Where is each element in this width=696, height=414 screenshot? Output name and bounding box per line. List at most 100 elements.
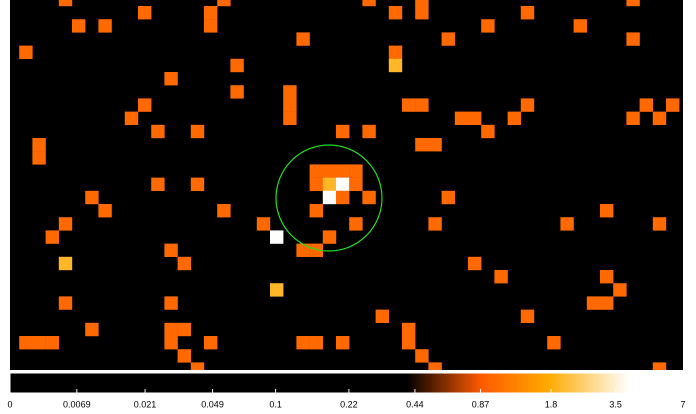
pixel [560, 217, 574, 231]
colorbar-tick-label: 0.22 [340, 399, 358, 409]
pixel [336, 336, 350, 350]
pixel [415, 98, 429, 112]
pixel [45, 336, 59, 350]
pixel [217, 0, 231, 7]
pixel [362, 0, 376, 7]
pixel [375, 309, 389, 323]
pixel [349, 217, 363, 231]
pixel [164, 296, 178, 310]
pixel [322, 190, 337, 205]
pixel [652, 217, 667, 231]
pixel [547, 336, 561, 350]
colorbar [9, 372, 684, 394]
pixel [19, 45, 33, 59]
pixel [217, 204, 231, 218]
pixel [32, 138, 46, 152]
pixel [402, 336, 416, 350]
pixel [98, 19, 112, 33]
pixel [283, 98, 297, 112]
pixel [296, 336, 310, 350]
pixel [190, 362, 205, 370]
pixel [415, 138, 429, 152]
region-circle[interactable] [275, 144, 383, 252]
colorbar-tick-label: 0.44 [406, 399, 424, 409]
pixel [468, 111, 482, 125]
pixel [507, 111, 521, 125]
pixel [336, 177, 350, 191]
colorbar-tick-label: 0.049 [201, 399, 224, 409]
colorbar-tick-label: 1.8 [545, 399, 558, 409]
pixel [283, 85, 297, 99]
pixel [283, 111, 297, 125]
pixel [626, 0, 640, 7]
pixel [270, 230, 284, 244]
pixel [98, 204, 112, 218]
pixel [58, 217, 73, 231]
pixel [309, 204, 323, 218]
pixel [296, 243, 310, 257]
pixel [626, 111, 640, 125]
pixel [124, 111, 139, 125]
pixel [32, 151, 46, 165]
pixel [362, 124, 376, 139]
pixel [270, 283, 284, 297]
pixel [652, 111, 667, 125]
pixel [428, 362, 442, 370]
pixel [32, 336, 46, 350]
pixel [164, 243, 178, 257]
pixel [58, 0, 73, 7]
colorbar-tick-label: 0.021 [134, 399, 157, 409]
pixel [349, 177, 363, 191]
pixel [626, 32, 640, 46]
pixel [388, 58, 403, 73]
pixel [164, 322, 178, 337]
colorbar-tick-label: 7 [680, 399, 685, 409]
pixel [652, 362, 667, 370]
pixel [481, 124, 495, 139]
pixel [19, 336, 33, 350]
pixel [164, 72, 178, 86]
pixel [296, 32, 310, 46]
pixel [428, 217, 442, 231]
pixel [402, 98, 416, 112]
pixel [190, 124, 205, 139]
pixel [72, 19, 86, 33]
pixel [336, 190, 350, 205]
colorbar-tick-label: 0.87 [472, 399, 490, 409]
pixel [520, 6, 535, 20]
pixel [362, 190, 376, 205]
pixel [388, 6, 403, 20]
colorbar-tick-label: 0.0069 [63, 399, 91, 409]
pixel [415, 6, 429, 20]
pixel [600, 270, 614, 284]
pixel [586, 296, 601, 310]
pixel [428, 138, 442, 152]
colorbar-tick-label: 3.5 [609, 399, 622, 409]
pixel [481, 19, 495, 33]
pixel [58, 296, 73, 310]
pixel [309, 336, 323, 350]
pixel [151, 124, 165, 139]
pixel [45, 230, 59, 244]
pixel [613, 283, 627, 297]
pixel [309, 177, 323, 191]
pixel [138, 6, 152, 20]
pixel [177, 349, 191, 363]
pixel [85, 322, 99, 337]
pixel [164, 336, 178, 350]
image-pixels [19, 0, 680, 370]
pixel [639, 98, 653, 112]
pixel [415, 349, 429, 363]
pixel [190, 177, 205, 191]
pixel [204, 6, 218, 20]
pixel [336, 164, 350, 178]
pixel [230, 58, 244, 73]
pixel [177, 322, 191, 337]
pixel [322, 177, 337, 191]
pixel [309, 243, 323, 257]
pixel [441, 32, 455, 46]
pixel [520, 309, 535, 323]
pixel [520, 98, 535, 112]
